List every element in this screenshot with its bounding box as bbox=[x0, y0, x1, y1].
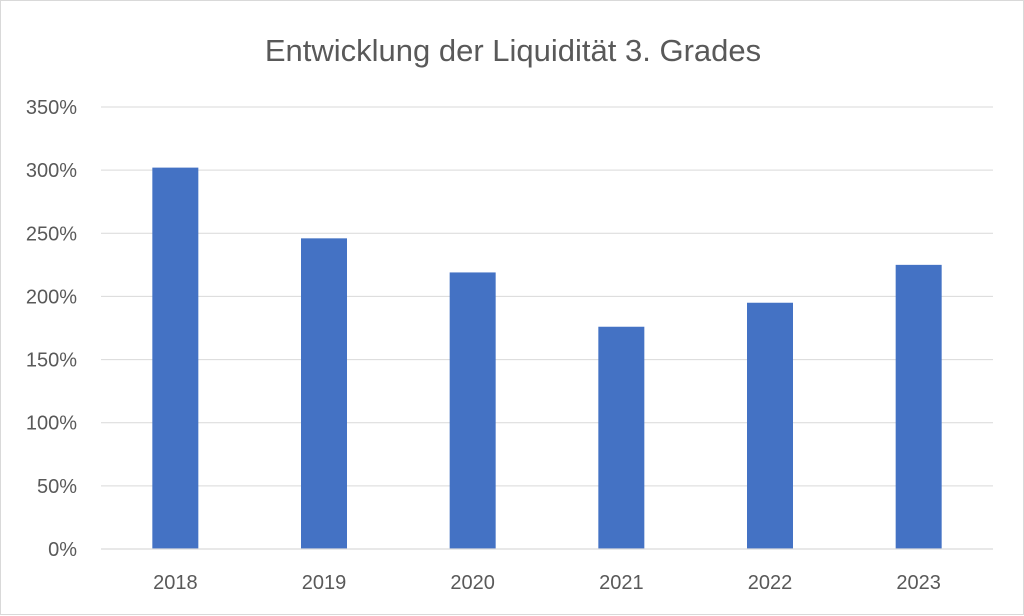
bar-2020 bbox=[449, 272, 496, 549]
gridlines bbox=[101, 106, 993, 487]
x-tick-label-2021: 2021 bbox=[599, 572, 644, 594]
y-tick-label: 150% bbox=[26, 350, 77, 372]
y-tick-label: 100% bbox=[26, 413, 77, 435]
bar-2018 bbox=[152, 167, 199, 550]
y-tick-label: 250% bbox=[26, 223, 77, 245]
bars bbox=[152, 167, 942, 550]
x-tick-label-2022: 2022 bbox=[748, 572, 793, 594]
y-tick-label: 300% bbox=[26, 160, 77, 182]
bar-2021 bbox=[598, 326, 645, 549]
y-axis-tick-labels: 0% 50% 100% 150% 200% 250% 300% 350% bbox=[26, 97, 77, 561]
y-tick-label: 50% bbox=[37, 476, 77, 498]
bar-2023 bbox=[895, 264, 942, 549]
bar-2022 bbox=[747, 302, 793, 549]
x-axis-tick-labels: 2018 2019 2020 2021 2022 2023 bbox=[153, 572, 941, 594]
x-tick-label-2019: 2019 bbox=[302, 572, 347, 594]
y-tick-label: 0% bbox=[48, 539, 77, 561]
y-tick-label: 200% bbox=[26, 286, 77, 308]
bar-2019 bbox=[301, 238, 347, 549]
x-tick-label-2023: 2023 bbox=[896, 572, 941, 594]
x-tick-label-2018: 2018 bbox=[153, 572, 198, 594]
y-tick-label: 350% bbox=[26, 97, 77, 119]
x-tick-label-2020: 2020 bbox=[450, 572, 495, 594]
chart-title: Entwicklung der Liquidität 3. Grades bbox=[265, 33, 761, 68]
